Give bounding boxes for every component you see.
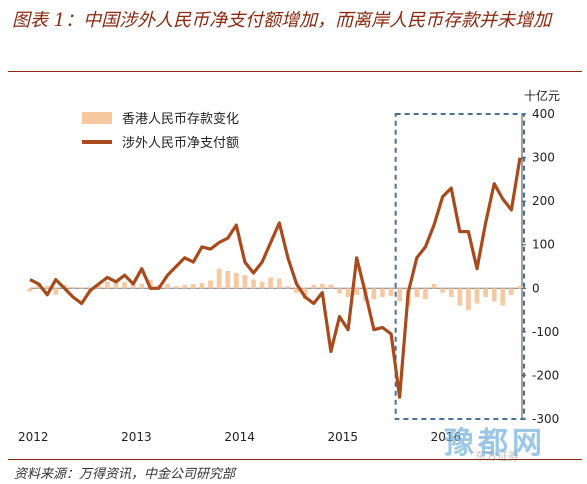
deposit-bar [431,283,437,289]
watermark-logo-text: 豫都网 [444,426,546,461]
deposit-bar [259,281,265,289]
legend-label-bar: 香港人民币存款变化 [122,111,239,127]
y-tick-label: 0 [532,281,540,295]
deposit-bar [380,288,385,297]
deposit-bar [199,283,205,289]
deposit-bar [147,279,153,289]
x-tick-label: 2012 [18,430,49,444]
deposit-bar [285,286,291,289]
deposit-bar [79,287,84,289]
chart-svg: -300 -200 -100 0 100 200 300 400 十亿元 2012 2013 2014… [18,88,560,444]
legend-swatch-bar [82,112,112,124]
deposit-bar [182,284,188,289]
title-divider [8,71,582,72]
legend-label-line: 涉外人民币净支付额 [122,136,239,151]
x-tick-label: 2014 [224,430,255,444]
deposit-bar [337,288,342,294]
deposit-bar [466,288,471,311]
deposit-bar [474,288,480,304]
deposit-bar [500,288,506,306]
deposit-bar [388,288,394,297]
highlight-box [394,113,525,420]
deposit-bar [354,288,360,295]
y-tick-label: 200 [532,194,555,208]
deposit-bar [113,280,119,289]
deposit-bar [302,288,308,300]
chart-title: 图表 1：中国涉外人民币净支付额增加，而离岸人民币存款并未增加 [12,10,552,31]
deposit-bar [457,288,463,306]
deposit-bar [216,268,222,289]
deposit-bar [105,281,110,289]
deposit-bar [173,286,179,289]
deposit-bar [276,278,282,289]
x-tick-label: 2015 [327,430,358,444]
deposit-bar [483,288,488,297]
x-tick-label: 2016 [431,430,462,444]
y-tick-label: 400 [532,107,555,121]
deposit-bar [491,288,497,302]
deposit-bar [423,288,428,300]
x-tick-label: 2013 [121,430,152,444]
deposit-bar [122,282,127,289]
deposit-bar [208,280,213,289]
deposit-bar [319,283,325,289]
deposit-bar [190,283,196,289]
deposit-bar [165,283,170,289]
y-tick-label: -100 [532,325,559,339]
deposit-bar [44,286,50,289]
y-unit-label: 十亿元 [524,88,560,103]
deposit-bar [440,288,445,293]
deposit-bar [130,283,136,289]
deposit-bar [268,277,274,289]
deposit-bar [345,288,351,297]
deposit-bar [251,279,256,289]
y-tick-label: -300 [532,412,559,426]
deposit-bar [414,288,420,297]
deposit-bar [311,284,317,289]
deposit-bar [27,288,33,292]
watermark-small-text: 东方证券 [475,450,519,463]
deposit-bar [371,288,377,300]
deposit-bar [96,285,102,289]
deposit-bar [70,286,76,289]
deposit-bar [233,273,239,289]
deposit-bar [139,283,145,289]
deposit-bar [397,288,403,302]
deposit-bar [294,288,299,293]
footer-divider [8,459,582,460]
deposit-bar [242,275,248,289]
deposit-bar [509,288,514,295]
y-tick-label: -200 [532,368,559,382]
deposit-bar [53,288,59,295]
y-tick-label: 300 [532,151,555,165]
y-tick-label: 100 [532,238,555,252]
source-note: 资料来源：万得资讯，中金公司研究部 [14,467,236,482]
deposit-bar [448,288,454,297]
deposit-bar [225,270,231,289]
net-payment-line [29,157,522,399]
deposit-bar [328,284,334,289]
deposit-bar [517,286,523,289]
